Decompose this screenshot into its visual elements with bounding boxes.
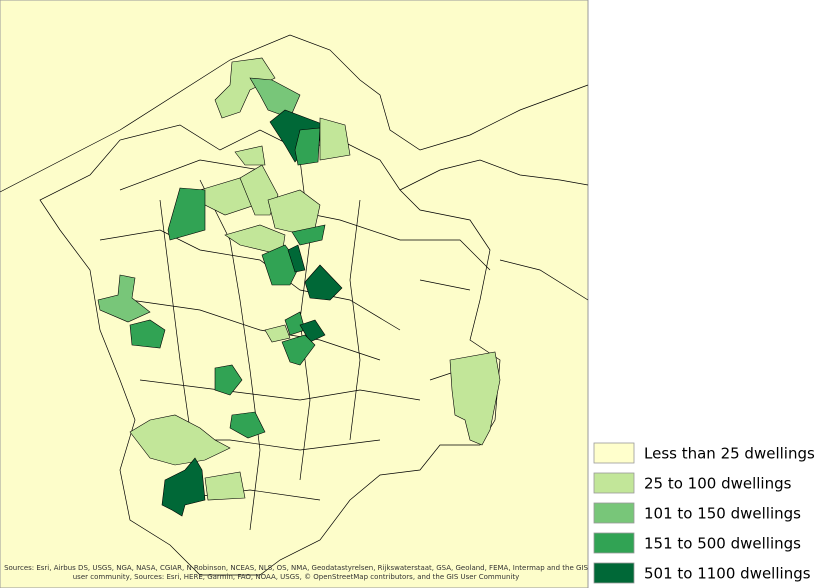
legend-label: 25 to 100 dwellings	[644, 475, 792, 493]
legend-label: 101 to 150 dwellings	[644, 505, 801, 523]
legend-label: Less than 25 dwellings	[644, 445, 815, 463]
legend-swatch	[593, 442, 635, 464]
attribution: Sources: Esri, Airbus DS, USGS, NGA, NAS…	[4, 564, 588, 581]
attribution-text: Sources: Esri, Airbus DS, USGS, NGA, NAS…	[4, 564, 588, 572]
legend: Less than 25 dwellings 25 to 100 dwelling…	[593, 442, 815, 584]
attribution-text: user community, Sources: Esri, HERE, Gar…	[73, 573, 519, 581]
legend-swatch	[593, 532, 635, 554]
districts	[97, 57, 501, 517]
legend-swatch	[593, 502, 635, 524]
legend-swatch	[593, 562, 635, 584]
legend-swatch	[593, 472, 635, 494]
legend-label: 151 to 500 dwellings	[644, 535, 801, 553]
legend-label: 501 to 1100 dwellings	[644, 565, 811, 583]
map-frame	[0, 0, 589, 588]
